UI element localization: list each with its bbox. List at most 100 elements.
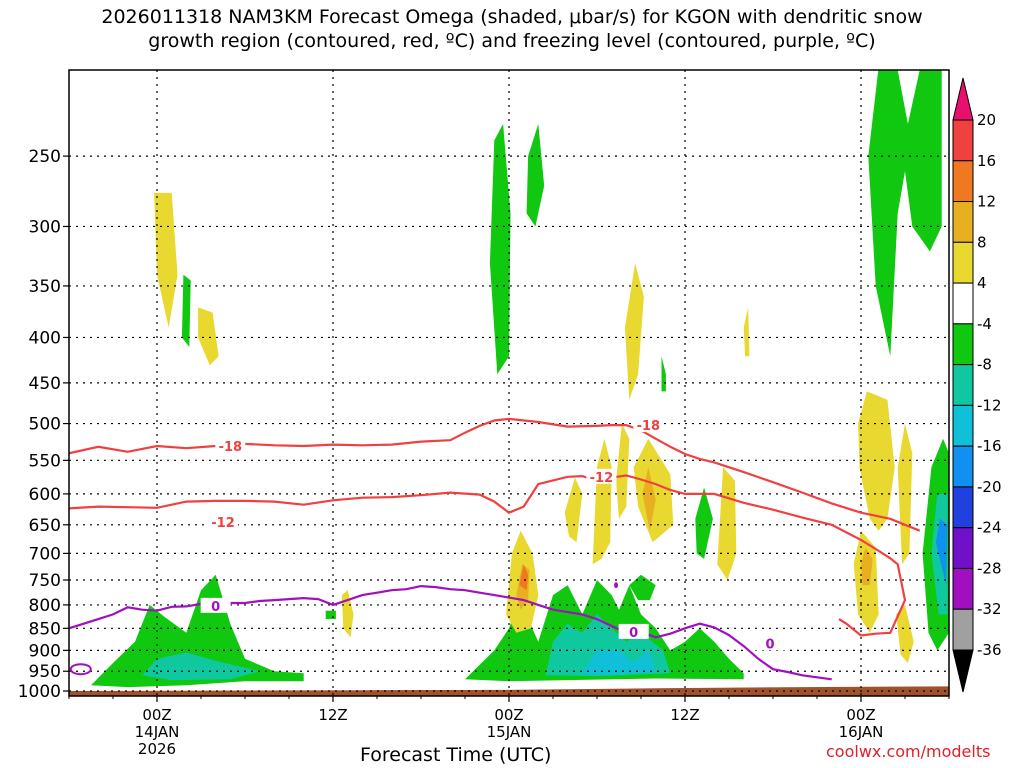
xtick-label-30: 15JAN: [487, 723, 532, 741]
omega-region: [743, 307, 750, 357]
colorbar-bin: [952, 323, 974, 366]
omega-region: [142, 652, 260, 681]
colorbar-bin: [952, 445, 974, 488]
colorbar-top-arrow: [952, 77, 974, 121]
xtick-label-6: 14JAN: [135, 723, 180, 741]
chart-title-line1: 2026011318 NAM3KM Forecast Omega (shaded…: [101, 6, 923, 28]
colorbar-label: -20: [977, 478, 1002, 496]
colorbar-label: 8: [977, 233, 987, 251]
omega-region: [629, 574, 656, 601]
xtick-label-6: 2026: [138, 740, 176, 758]
omega-region: [661, 356, 666, 392]
ytick-label-300: 300: [29, 217, 61, 237]
contour-label-minus12-bg: [586, 468, 617, 484]
omega-region: [624, 263, 644, 400]
colorbar-label: -24: [977, 519, 1002, 537]
contour-0-cell: [614, 582, 619, 589]
pressure-axis: 2503003504004505005506006507007508008509…: [18, 147, 69, 702]
ytick-label-350: 350: [29, 277, 61, 297]
contour-label-zero: 0: [211, 600, 220, 615]
contour-label-zero: 0: [629, 626, 638, 641]
ytick-label-450: 450: [29, 374, 61, 394]
omega-region: [897, 423, 913, 565]
contour-0: [69, 584, 832, 681]
colorbar-bin: [952, 201, 974, 243]
omega-region: [717, 467, 737, 580]
ytick-label-600: 600: [29, 485, 61, 505]
omega-region: [642, 467, 656, 531]
xtick-label-42: 12Z: [670, 706, 699, 724]
contour-label-minus12: -12: [590, 471, 614, 486]
ytick-label-900: 900: [29, 641, 61, 661]
ytick-label-550: 550: [29, 451, 61, 471]
omega-region: [868, 70, 942, 357]
contour-label-zero-bg: [618, 623, 649, 639]
contour-label-zero: 0: [766, 637, 775, 652]
colorbar-bin: [952, 160, 974, 203]
ytick-label-750: 750: [29, 571, 61, 591]
colorbar-bin: [952, 364, 974, 406]
contour-label-minus18-bg: [633, 417, 664, 433]
colorbar-bin: [952, 241, 974, 284]
ytick-label-700: 700: [29, 544, 61, 564]
omega-shading: [91, 70, 949, 688]
credit-link[interactable]: coolwx.com/modelts: [826, 742, 991, 761]
chart-title-line2: growth region (contoured, red, ºC) and f…: [148, 30, 876, 52]
colorbar-label: 12: [977, 193, 996, 211]
omega-region: [91, 574, 304, 688]
colorbar-bin: [952, 608, 974, 651]
ytick-label-1000: 1000: [18, 682, 61, 702]
colorbar-bin: [952, 567, 974, 610]
colorbar-bin: [952, 486, 974, 529]
contour-label-minus18: -18: [637, 419, 661, 434]
omega-region: [325, 610, 336, 620]
colorbar-label: -12: [977, 396, 1002, 414]
colorbar-bin: [952, 527, 974, 569]
ytick-label-800: 800: [29, 596, 61, 616]
colorbar-label: -4: [977, 315, 992, 333]
ground-fill: [69, 686, 949, 696]
xtick-label-30: 00Z: [494, 706, 523, 724]
omega-region: [154, 192, 178, 328]
contour-label-zero-bg: [755, 635, 786, 651]
colorbar-label: 16: [977, 152, 996, 170]
omega-colorbar: 20 16 12 8 4 -4 -8 -12 -16 -20 -24 -28 -32 -36: [952, 77, 1002, 693]
omega-region: [695, 487, 713, 559]
xtick-label-18: 12Z: [318, 706, 347, 724]
contour-label-minus18: -18: [219, 440, 243, 455]
ytick-label-250: 250: [29, 147, 61, 167]
x-axis-title: Forecast Time (UTC): [360, 744, 552, 766]
ground-surface: [69, 686, 949, 696]
colorbar-label: 20: [977, 111, 996, 129]
contour-label-zero-bg: [200, 597, 231, 613]
colorbar-label: -8: [977, 356, 992, 374]
contour-labels: -18 -18 -12 -12 0 0 0: [200, 417, 786, 652]
omega-region: [198, 307, 219, 366]
colorbar-label: -32: [977, 600, 1002, 618]
colorbar-bin: [952, 119, 974, 162]
omega-region: [519, 564, 529, 591]
colorbar-label: -36: [977, 641, 1002, 659]
ytick-label-950: 950: [29, 662, 61, 682]
contour-label-minus12: -12: [211, 516, 235, 531]
colorbar-label: -28: [977, 559, 1002, 577]
omega-region: [564, 477, 583, 543]
omega-region: [935, 518, 948, 586]
omega-region: [858, 391, 895, 531]
colorbar-label: 4: [977, 274, 987, 292]
contour-label-minus12-bg: [208, 513, 238, 529]
colorbar-bin: [952, 282, 974, 325]
colorbar-bin: [952, 404, 974, 447]
xtick-label-54: 00Z: [846, 706, 875, 724]
omega-region: [341, 590, 354, 638]
omega-region: [489, 123, 511, 375]
colorbar-bottom-arrow: [952, 649, 974, 693]
omega-region: [181, 274, 191, 347]
omega-region: [582, 650, 656, 676]
contour-0-cell: [69, 663, 92, 676]
ytick-label-500: 500: [29, 415, 61, 435]
xtick-label-54: 16JAN: [839, 723, 884, 741]
omega-region: [592, 438, 612, 565]
